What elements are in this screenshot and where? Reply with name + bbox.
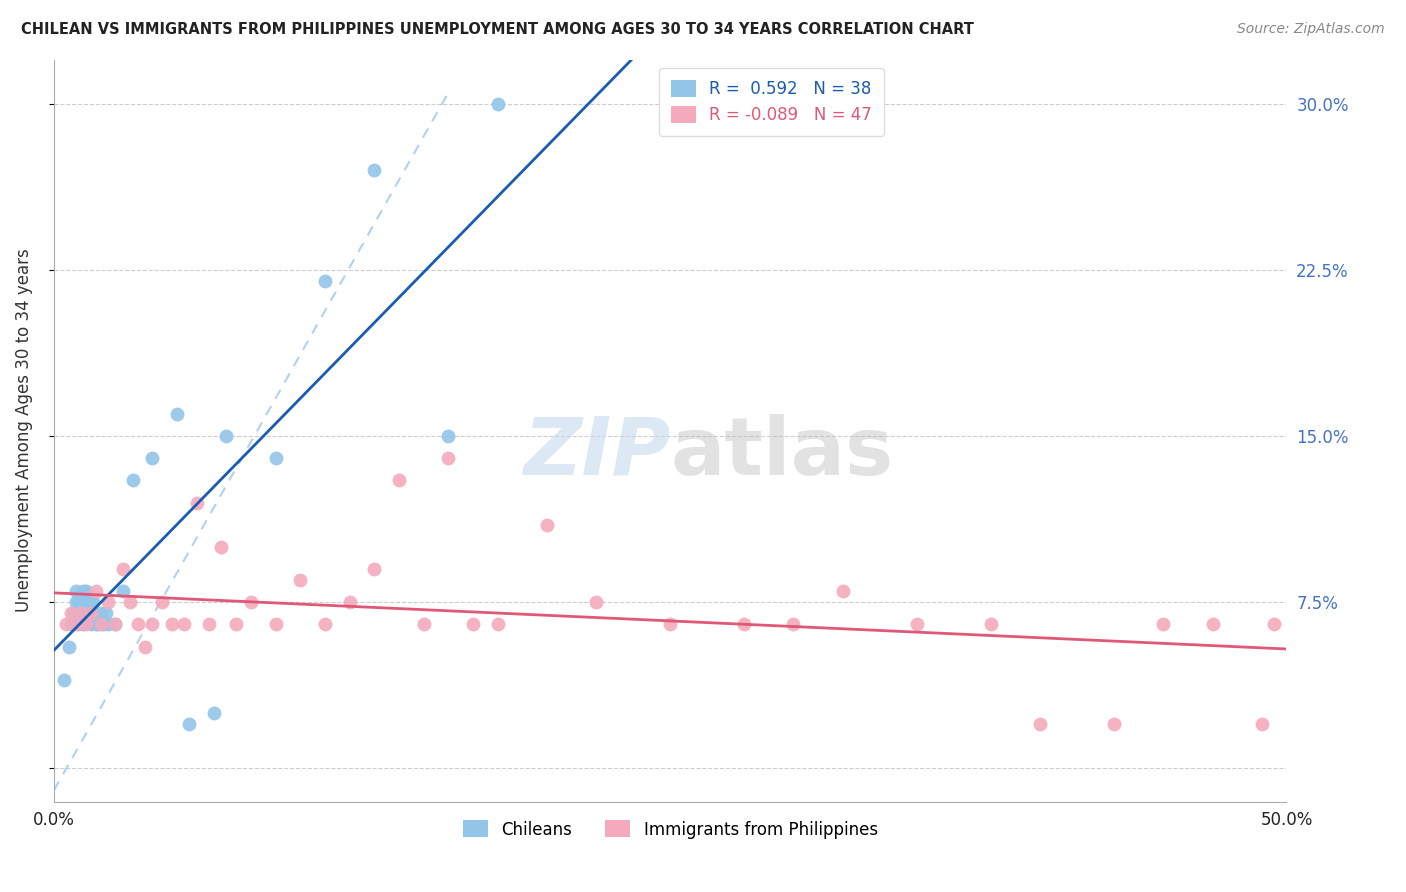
Point bbox=[104, 617, 127, 632]
Point bbox=[67, 617, 90, 632]
Point bbox=[1029, 717, 1052, 731]
Point bbox=[412, 617, 434, 632]
Point bbox=[72, 584, 94, 599]
Point bbox=[831, 584, 853, 599]
Y-axis label: Unemployment Among Ages 30 to 34 years: Unemployment Among Ages 30 to 34 years bbox=[15, 249, 32, 613]
Point bbox=[65, 584, 87, 599]
Point bbox=[173, 617, 195, 632]
Point bbox=[202, 706, 225, 720]
Point bbox=[120, 595, 142, 609]
Point bbox=[733, 617, 755, 632]
Point bbox=[62, 607, 84, 621]
Point bbox=[82, 595, 104, 609]
Point bbox=[536, 517, 558, 532]
Point bbox=[486, 96, 509, 111]
Point bbox=[186, 495, 208, 509]
Point bbox=[60, 607, 83, 621]
Point bbox=[585, 595, 607, 609]
Point bbox=[58, 640, 80, 654]
Point bbox=[1102, 717, 1125, 731]
Point bbox=[198, 617, 221, 632]
Point bbox=[240, 595, 263, 609]
Point bbox=[84, 617, 107, 632]
Point bbox=[225, 617, 247, 632]
Point bbox=[91, 617, 114, 632]
Point bbox=[388, 474, 411, 488]
Point bbox=[75, 584, 97, 599]
Point bbox=[70, 595, 93, 609]
Point bbox=[264, 617, 287, 632]
Point bbox=[264, 451, 287, 466]
Point bbox=[290, 573, 312, 587]
Point bbox=[82, 607, 104, 621]
Point bbox=[55, 617, 77, 632]
Point bbox=[84, 584, 107, 599]
Point bbox=[80, 595, 103, 609]
Point bbox=[97, 617, 120, 632]
Point bbox=[77, 595, 100, 609]
Point bbox=[141, 451, 163, 466]
Point bbox=[179, 717, 201, 731]
Point bbox=[90, 607, 112, 621]
Legend: Chileans, Immigrants from Philippines: Chileans, Immigrants from Philippines bbox=[456, 814, 884, 846]
Point bbox=[905, 617, 928, 632]
Point bbox=[141, 617, 163, 632]
Point bbox=[1263, 617, 1285, 632]
Point bbox=[1152, 617, 1174, 632]
Point bbox=[60, 617, 83, 632]
Point bbox=[659, 617, 682, 632]
Point bbox=[782, 617, 804, 632]
Point bbox=[75, 617, 97, 632]
Point bbox=[67, 595, 90, 609]
Point bbox=[363, 163, 385, 178]
Point bbox=[70, 607, 93, 621]
Point bbox=[134, 640, 156, 654]
Point bbox=[314, 274, 336, 288]
Point bbox=[980, 617, 1002, 632]
Point bbox=[65, 595, 87, 609]
Point bbox=[1250, 717, 1272, 731]
Point bbox=[121, 474, 143, 488]
Point bbox=[80, 617, 103, 632]
Point bbox=[97, 595, 120, 609]
Point bbox=[90, 617, 112, 632]
Text: Source: ZipAtlas.com: Source: ZipAtlas.com bbox=[1237, 22, 1385, 37]
Point bbox=[363, 562, 385, 576]
Point bbox=[215, 429, 238, 443]
Point bbox=[87, 617, 110, 632]
Point bbox=[72, 617, 94, 632]
Point bbox=[75, 607, 97, 621]
Point bbox=[52, 673, 75, 687]
Text: ZIP: ZIP bbox=[523, 414, 671, 491]
Text: atlas: atlas bbox=[671, 414, 893, 491]
Point bbox=[80, 607, 103, 621]
Point bbox=[65, 617, 87, 632]
Point bbox=[314, 617, 336, 632]
Point bbox=[111, 562, 134, 576]
Point bbox=[1201, 617, 1223, 632]
Text: CHILEAN VS IMMIGRANTS FROM PHILIPPINES UNEMPLOYMENT AMONG AGES 30 TO 34 YEARS CO: CHILEAN VS IMMIGRANTS FROM PHILIPPINES U… bbox=[21, 22, 974, 37]
Point bbox=[461, 617, 484, 632]
Point bbox=[437, 451, 460, 466]
Point bbox=[127, 617, 149, 632]
Point bbox=[437, 429, 460, 443]
Point bbox=[111, 584, 134, 599]
Point bbox=[160, 617, 183, 632]
Point bbox=[70, 607, 93, 621]
Point bbox=[339, 595, 361, 609]
Point bbox=[104, 617, 127, 632]
Point bbox=[94, 607, 117, 621]
Point bbox=[211, 540, 233, 554]
Point bbox=[486, 617, 509, 632]
Point bbox=[166, 407, 188, 421]
Point bbox=[150, 595, 173, 609]
